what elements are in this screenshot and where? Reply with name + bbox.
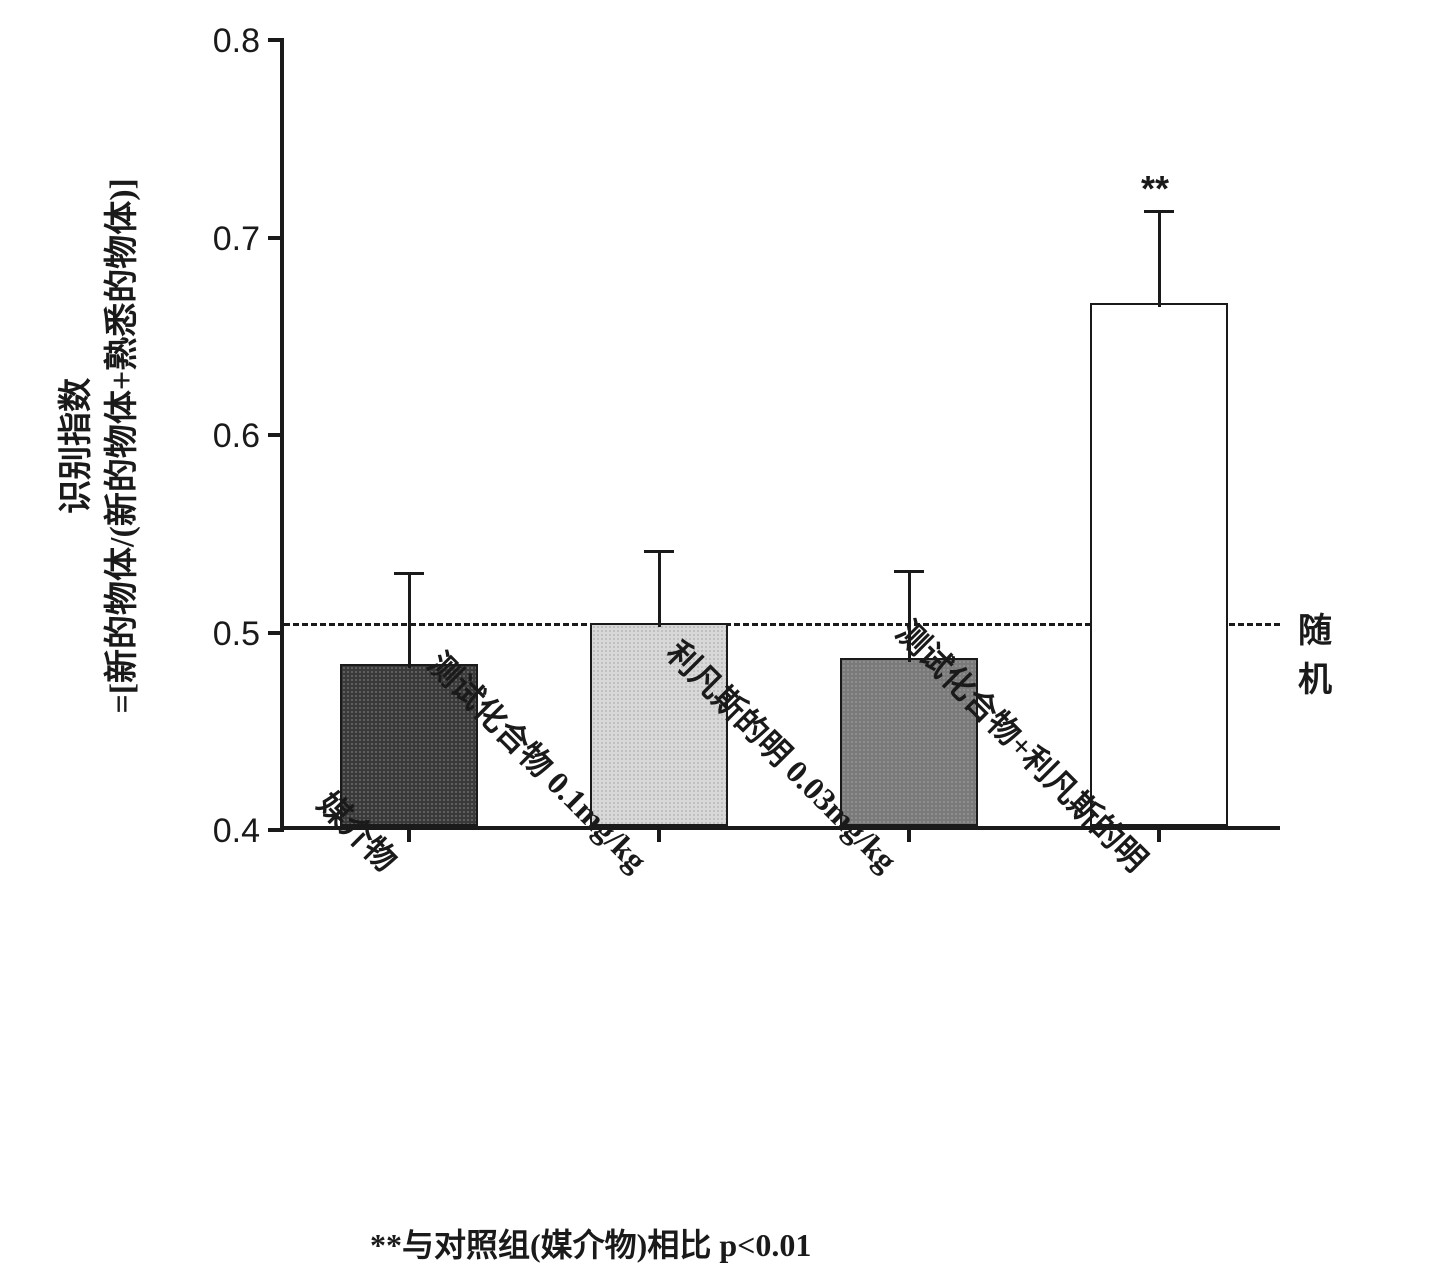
y-tick-mark [268, 631, 284, 635]
y-axis-label-line1: 识别指数 [54, 86, 100, 806]
error-bar-cap [894, 570, 924, 573]
reference-line-label: 随机 [1298, 603, 1332, 701]
x-tick-mark [407, 826, 411, 842]
y-tick-mark [268, 433, 284, 437]
error-bar [658, 552, 661, 627]
x-tick-mark [907, 826, 911, 842]
y-tick-mark [268, 236, 284, 240]
y-axis-label: 识别指数 =[新的物体/(新的物体+熟悉的物体)] [54, 86, 146, 806]
error-bar-cap [644, 550, 674, 553]
y-tick-label: 0.5 [213, 615, 260, 654]
bar-chart-figure: 识别指数 =[新的物体/(新的物体+熟悉的物体)] 0.4 0.5 0.6 0.… [20, 20, 1410, 1267]
y-tick-label: 0.7 [213, 220, 260, 259]
y-tick-label: 0.8 [213, 22, 260, 61]
error-bar-cap [1144, 210, 1174, 213]
y-tick-label: 0.6 [213, 417, 260, 456]
error-bar-cap [394, 572, 424, 575]
y-tick-mark [268, 828, 284, 832]
y-tick-label: 0.4 [213, 812, 260, 851]
significance-marker: ** [1141, 168, 1169, 210]
x-tick-mark [657, 826, 661, 842]
plot-area: 0.4 0.5 0.6 0.7 0.8随机 媒介物 测试化合物 0.1mg/kg… [280, 40, 1280, 830]
bar [1090, 303, 1228, 826]
error-bar [408, 573, 411, 668]
chart-footnote: **与对照组(媒介物)相比 p<0.01 [370, 1220, 811, 1266]
x-tick-mark [1157, 826, 1161, 842]
error-bar [1158, 212, 1161, 307]
y-axis-label-line2: =[新的物体/(新的物体+熟悉的物体)] [100, 86, 146, 806]
y-tick-mark [268, 38, 284, 42]
